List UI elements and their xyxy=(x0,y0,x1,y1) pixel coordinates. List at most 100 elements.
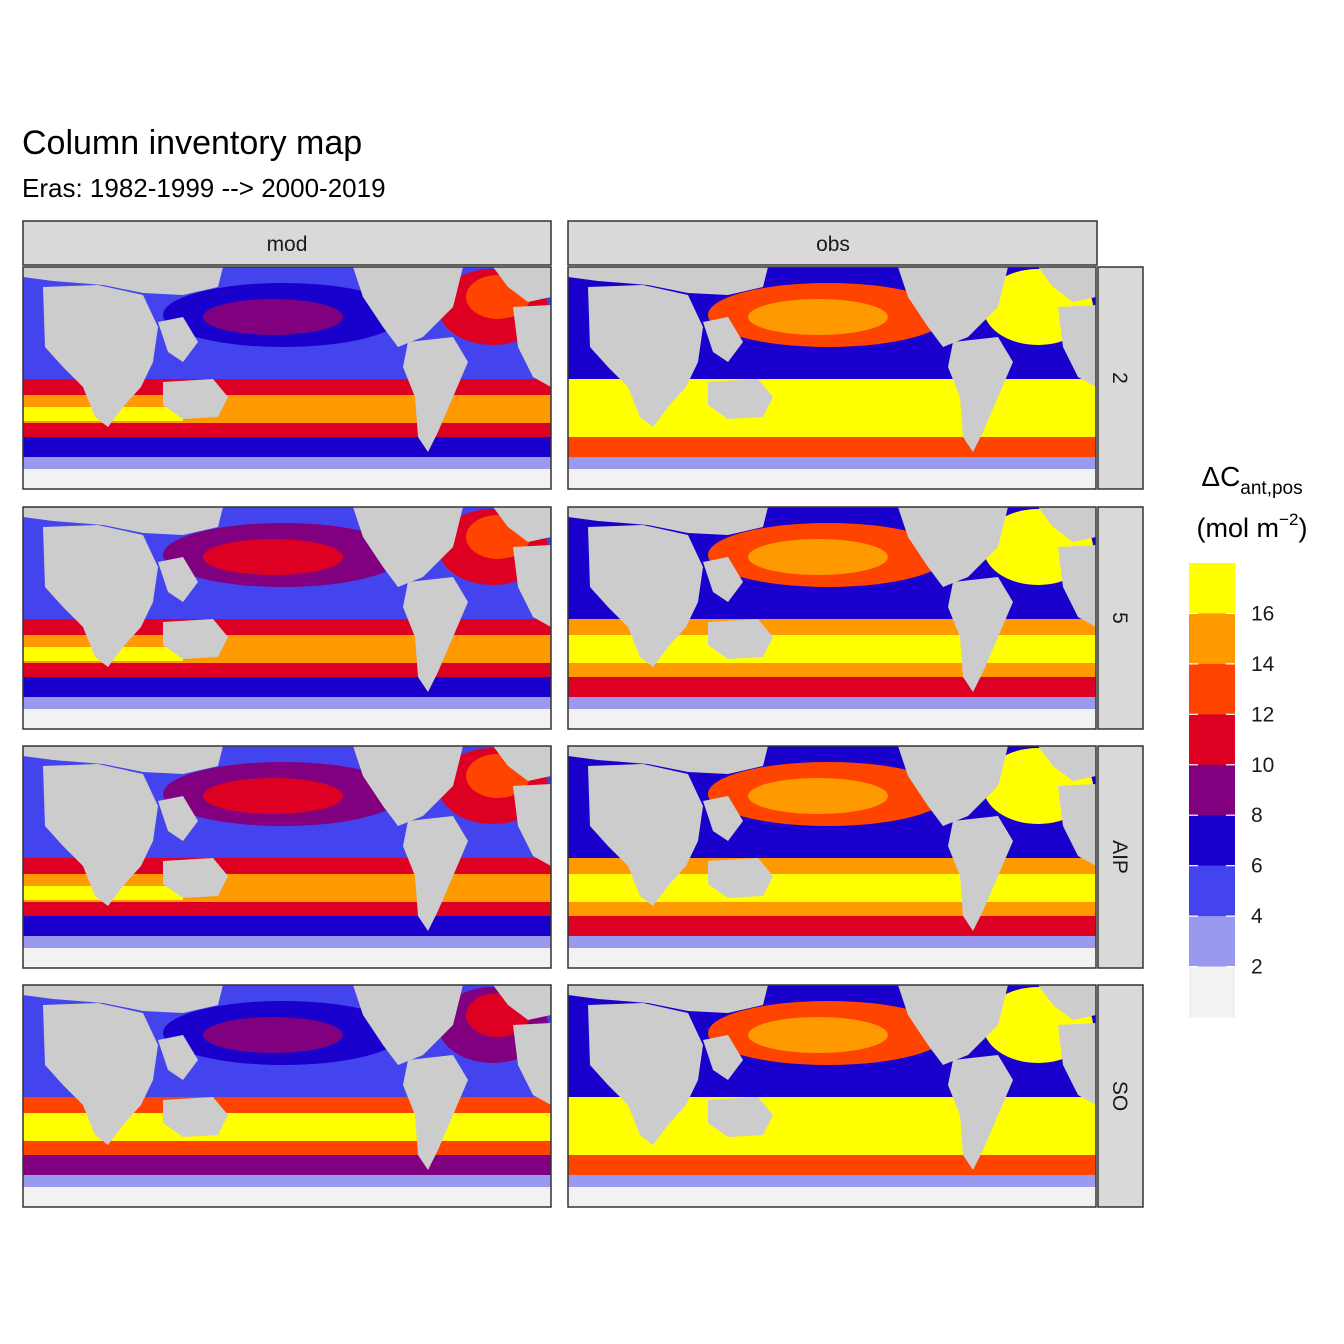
land-mass xyxy=(403,577,468,692)
facet-strip-row-2 xyxy=(1097,266,1144,490)
north-pacific-core xyxy=(203,539,343,575)
chart-title: Column inventory map xyxy=(22,124,362,162)
land-mass xyxy=(948,816,1013,931)
land-mass xyxy=(898,507,1008,587)
facet-label-obs: obs xyxy=(816,233,850,256)
land-mass xyxy=(158,317,198,362)
land-mass xyxy=(588,285,703,427)
panel-border xyxy=(22,266,552,490)
southern-ocean-band xyxy=(23,677,551,697)
north-pacific-core xyxy=(748,778,888,814)
facet-label-row-5: 5 xyxy=(1108,612,1131,624)
land-mass xyxy=(898,985,1008,1065)
legend-tick-label: 16 xyxy=(1251,602,1274,625)
land-mass xyxy=(898,267,1008,347)
southern-ocean-band xyxy=(23,437,551,457)
land-mass xyxy=(43,1003,158,1145)
facet-strip-obs xyxy=(567,220,1098,266)
land-mass xyxy=(23,507,223,535)
map-panel-mod-SO xyxy=(22,984,552,1208)
chart-subtitle: Eras: 1982-1999 --> 2000-2019 xyxy=(22,173,386,203)
north-pacific-core xyxy=(748,1017,888,1053)
land-mass xyxy=(43,285,158,427)
land-mass xyxy=(708,379,773,419)
land-mass xyxy=(568,267,768,295)
antarctic-ice-edge xyxy=(568,948,1096,968)
map-panel-mod-2 xyxy=(22,266,552,490)
map-panel-obs-AIP xyxy=(567,745,1097,969)
land-mass xyxy=(588,525,703,667)
southern-ocean-band xyxy=(568,677,1096,697)
land-mass xyxy=(708,619,773,659)
legend-bin xyxy=(1189,714,1235,766)
legend-bin xyxy=(1189,764,1235,816)
legend-tick-label: 2 xyxy=(1251,956,1263,979)
legend-unit: (mol m−2) xyxy=(1197,510,1308,543)
legend-tick-label: 4 xyxy=(1251,905,1263,928)
facet-label-row-so: SO xyxy=(1108,1081,1131,1111)
land-mass xyxy=(158,796,198,841)
land-mass xyxy=(703,557,743,602)
facet-strip-row-5 xyxy=(1097,506,1144,730)
land-mass xyxy=(493,985,551,1020)
legend-bin xyxy=(1189,865,1235,917)
legend-colorbar: 2 4 6 8 10 12 14 16 xyxy=(1189,563,1275,1018)
land-mass xyxy=(353,267,463,347)
southern-ocean-band xyxy=(23,916,551,936)
map-panel-obs-5 xyxy=(567,506,1097,730)
land-mass xyxy=(353,746,463,826)
land-mass xyxy=(43,764,158,906)
land-mass xyxy=(1058,784,1096,866)
land-mass xyxy=(568,507,768,535)
land-mass xyxy=(1058,545,1096,627)
panel-border xyxy=(22,745,552,969)
north-pacific-core xyxy=(748,539,888,575)
land-mass xyxy=(898,746,1008,826)
legend-tick-label: 10 xyxy=(1251,754,1274,777)
land-mass xyxy=(513,545,551,627)
facet-strip-row-so xyxy=(1097,984,1144,1208)
map-panels xyxy=(22,266,1097,1208)
land-mass xyxy=(513,784,551,866)
land-mass xyxy=(353,985,463,1065)
land-mass xyxy=(23,985,223,1013)
land-mass xyxy=(703,796,743,841)
legend-tick-label: 6 xyxy=(1251,855,1263,878)
antarctic-ice-edge xyxy=(23,709,551,729)
facet-strip-row-aip xyxy=(1097,745,1144,969)
legend-bin xyxy=(1189,613,1235,665)
southern-ocean-band xyxy=(568,916,1096,936)
legend-tick-label: 8 xyxy=(1251,804,1263,827)
land-mass xyxy=(493,267,551,302)
antarctic-ice-edge xyxy=(568,709,1096,729)
land-mass xyxy=(163,858,228,898)
land-mass xyxy=(568,746,768,774)
legend-tick-label: 14 xyxy=(1251,653,1275,676)
facet-label-row-2: 2 xyxy=(1108,372,1131,384)
land-mass xyxy=(493,746,551,781)
southern-ocean-band xyxy=(23,1155,551,1175)
panel-border xyxy=(22,984,552,1208)
facet-label-row-aip: AIP xyxy=(1108,840,1131,874)
land-mass xyxy=(703,1035,743,1080)
facet-label-mod: mod xyxy=(267,233,308,256)
land-mass xyxy=(43,525,158,667)
land-mass xyxy=(403,337,468,452)
legend-bin xyxy=(1189,815,1235,867)
southern-ocean-band xyxy=(568,1155,1096,1175)
land-mass xyxy=(1058,1023,1096,1105)
map-panel-obs-SO xyxy=(567,984,1097,1208)
antarctic-ice-edge xyxy=(568,469,1096,489)
legend-bin xyxy=(1189,663,1235,715)
land-mass xyxy=(163,379,228,419)
panel-border xyxy=(22,506,552,730)
southern-ocean-band xyxy=(568,437,1096,457)
legend-bin xyxy=(1189,563,1235,614)
legend-title: ΔCant,pos xyxy=(1201,461,1302,499)
land-mass xyxy=(163,1097,228,1137)
antarctic-ice-edge xyxy=(23,948,551,968)
land-mass xyxy=(1058,305,1096,387)
land-mass xyxy=(708,1097,773,1137)
land-mass xyxy=(708,858,773,898)
